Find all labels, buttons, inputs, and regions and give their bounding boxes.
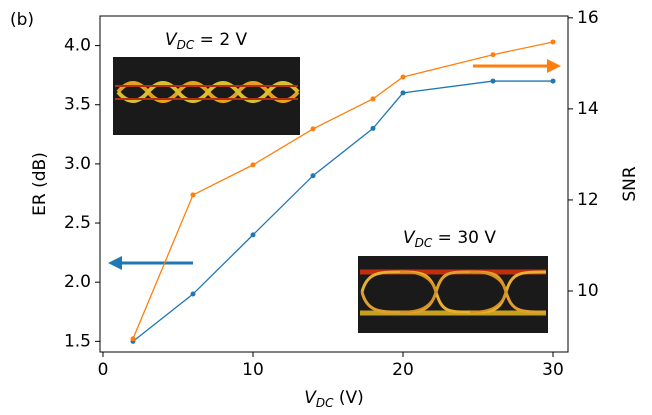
- x-tick-label: 0: [98, 360, 109, 380]
- x-tick-label: 30: [542, 360, 564, 380]
- point: [491, 52, 496, 57]
- panel-label: (b): [10, 10, 34, 30]
- point: [251, 162, 256, 167]
- point: [491, 79, 496, 84]
- y-tick-label: 4.0: [64, 36, 91, 56]
- annotation: VDC = 2 V: [165, 30, 248, 52]
- point: [401, 75, 406, 80]
- y2-tick-label: 14: [577, 99, 599, 119]
- y-tick-label: 2.0: [64, 272, 91, 292]
- chart: (b) ER (dB) SNR VDC (V) VDC = 2 V VDC = …: [0, 0, 652, 415]
- point: [371, 126, 376, 131]
- y2-axis-label: SNR: [620, 166, 640, 202]
- point: [251, 232, 256, 237]
- y2-tick-label: 12: [577, 190, 599, 210]
- eye-inset-30v: [358, 256, 548, 333]
- y-axis-label: ER (dB): [30, 152, 50, 216]
- point: [311, 126, 316, 131]
- point: [551, 79, 556, 84]
- point: [371, 96, 376, 101]
- y2-tick-label: 16: [577, 8, 599, 28]
- x-axis-label: VDC (V): [304, 388, 364, 410]
- page: (b) ER (dB) SNR VDC (V) VDC = 2 V VDC = …: [0, 0, 652, 415]
- point: [401, 90, 406, 95]
- x-tick-label: 20: [392, 360, 414, 380]
- arrow-left: [108, 256, 193, 270]
- x-tick-label: 10: [242, 360, 264, 380]
- y2-tick-label: 10: [577, 281, 599, 301]
- arrow-right: [473, 59, 561, 73]
- y-tick-label: 3.5: [64, 95, 91, 115]
- point: [551, 39, 556, 44]
- y-tick-label: 3.0: [64, 154, 91, 174]
- point: [311, 173, 316, 178]
- point: [191, 192, 196, 197]
- y-tick-label: 1.5: [64, 331, 91, 351]
- eye-inset-2v: [113, 57, 300, 135]
- annotation: VDC = 30 V: [403, 228, 496, 250]
- point: [131, 336, 136, 341]
- point: [191, 292, 196, 297]
- y-tick-label: 2.5: [64, 213, 91, 233]
